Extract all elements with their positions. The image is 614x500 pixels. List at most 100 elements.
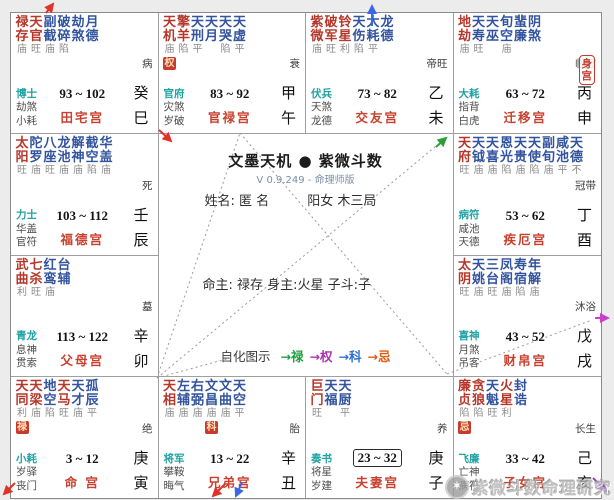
person-masters: 命主: 禄存 身主:火星 子斗:子 <box>202 278 372 294</box>
god-攀鞍: 攀鞍 <box>163 466 185 478</box>
star-八座: 八座旺 <box>43 136 57 177</box>
god-丧门: 丧门 <box>16 479 37 492</box>
star-大耗: 大耗平 <box>366 15 380 56</box>
star-破军: 破军旺 <box>324 15 338 56</box>
person-name-row: 姓名: 匿 名 阳女 木三局 <box>205 190 443 209</box>
star-天月: 天月 <box>204 15 218 44</box>
star-恩光: 恩光陷 <box>499 136 513 177</box>
hua-badge-忌: 忌 <box>458 420 471 434</box>
palace-cell-mao[interactable]: 武曲利七杀旺红鸾庙台辅青龙 息神 贯索 113 ~ 122 父母宫 墓辛卯 <box>11 255 159 377</box>
star-贪狼: 贪狼陷 <box>471 378 485 419</box>
decade-ages: 93 ~ 102 <box>59 86 106 102</box>
palace-cell-wei[interactable]: 紫微庙破军旺铃星利天伤陷大耗平龙德伏兵 天煞 龙德 73 ~ 82 交友宫 帝旺乙未 <box>306 13 454 135</box>
god-将星: 将星 <box>311 466 332 478</box>
star-地空: 地空陷 <box>43 378 57 419</box>
god-将军: 将军 <box>163 452 185 465</box>
star-columns: 天同利禄天梁庙地空陷天马旺天才庙孤辰平 <box>15 378 99 434</box>
legend-item-科: →科 <box>338 349 362 365</box>
star-武曲: 武曲利 <box>15 257 29 298</box>
god-官符: 官符 <box>16 236 37 248</box>
center-info-panel: 文墨天机 ● 紫微斗数 V 0.9.249 - 命理师版 姓名: 匿 名 阳女 … <box>158 134 454 377</box>
star-孤辰: 孤辰平 <box>85 378 99 419</box>
life-stage: 沐浴 <box>575 300 596 313</box>
app-title: 文墨天机 ● 紫微斗数 <box>228 152 383 171</box>
minor-gods: 青龙 息神 贯索 <box>16 330 37 371</box>
god-天煞: 天煞 <box>311 101 332 114</box>
palace-cell-chou[interactable]: 天相庙左辅庙右弼庙文昌庙科文曲庙天空平将军 攀鞍 晦气 13 ~ 22 兄弟宫 胎辛丑 <box>159 376 306 498</box>
minor-gods: 官府 灾煞 岁破 <box>164 88 185 129</box>
palace-cell-hai[interactable]: 廉贞陷忌贪狼陷天魁旺火星利封诰飞廉 亡神 病符 33 ~ 42 子女宫 长生己亥 <box>454 377 602 498</box>
star-天伤: 天伤陷 <box>352 15 366 56</box>
star-columns: 太阳旺陀罗庙八座旺龙池庙解神庙截空陷华盖庙 <box>15 137 113 177</box>
palace-name: 福德宫 <box>60 231 104 247</box>
star-columns: 太阴旺天姚庙三台旺凤阁庙寿宿陷年解庙 <box>457 257 542 299</box>
star-太阳: 太阳旺 <box>15 136 29 177</box>
star-陀罗: 陀罗庙 <box>29 136 43 177</box>
star-副截: 副截庙 <box>43 15 57 56</box>
star-年解: 年解庙 <box>527 257 541 298</box>
life-stage: 墓 <box>142 300 153 313</box>
palace-name: 兄弟宫 <box>207 475 252 490</box>
star-旬空: 旬空庙 <box>499 15 513 56</box>
palace-cell-zi[interactable]: 巨门旺天福天厨平奏书 将星 岁建 23 ~ 32 夫妻宫 养庚子 <box>306 376 454 498</box>
star-天喜: 天喜庙 <box>485 136 499 177</box>
star-龙池: 龙池庙 <box>57 136 71 177</box>
star-天同: 天同利禄 <box>15 378 29 434</box>
star-天钺: 天钺庙 <box>471 136 485 177</box>
palace-cell-chen[interactable]: 太阳旺陀罗庙八座旺龙池庙解神庙截空陷华盖庙力士 华盖 官符 103 ~ 112 福德宫 死… <box>11 134 159 256</box>
star-封诰: 封诰 <box>513 378 527 408</box>
stem-branch: 辛丑 <box>280 449 296 492</box>
palace-cell-you[interactable]: 天府旺天钺庙天喜庙恩光陷天贵庙天使陷副旬庙咸池平天德不病符 咸池 天德 53 ~ 62… <box>453 134 601 256</box>
decade-ages: 53 ~ 62 <box>505 207 545 223</box>
minor-gods: 力士 华盖 官符 <box>16 209 37 250</box>
decade-ages: 63 ~ 72 <box>505 86 545 102</box>
decade-ages: 113 ~ 122 <box>56 328 109 344</box>
palace-cell-yin[interactable]: 天同利禄天梁庙地空陷天马旺天才庙孤辰平小耗 岁驿 丧门 3 ~ 12 命 宫 绝庚寅 <box>11 376 159 498</box>
star-columns: 天府旺天钺庙天喜庙恩光陷天贵庙天使陷副旬庙咸池平天德不 <box>458 137 584 177</box>
god-华盖: 华盖 <box>16 222 37 235</box>
star-台辅: 台辅 <box>57 257 71 287</box>
star-七杀: 七杀旺 <box>29 257 43 298</box>
star-天相: 天相庙 <box>162 378 176 419</box>
star-columns: 武曲利七杀旺红鸾庙台辅 <box>15 257 71 299</box>
god-晦气: 晦气 <box>163 479 185 492</box>
star-天机: 天机庙权 <box>162 15 176 70</box>
star-天魁: 天魁旺 <box>485 378 499 419</box>
star-天德: 天德不 <box>569 136 583 177</box>
palace-name: 财帛宫 <box>503 352 547 368</box>
hua-badge-权: 权 <box>163 57 176 70</box>
stem-branch: 癸巳 <box>133 84 149 128</box>
god-月煞: 月煞 <box>458 343 480 356</box>
god-喜神: 喜神 <box>458 330 480 343</box>
star-解神: 解神庙 <box>71 136 85 177</box>
god-息神: 息神 <box>16 343 37 356</box>
star-禄存: 禄存庙 <box>15 15 29 56</box>
star-columns: 紫微庙破军旺铃星利天伤陷大耗平龙德 <box>310 16 394 56</box>
stem-branch: 庚寅 <box>133 449 149 492</box>
star-天厨: 天厨平 <box>338 378 352 419</box>
palace-cell-si[interactable]: 禄存庙天官旺副截庙破碎陷劫煞月德博士 劫煞 小耗 93 ~ 102 田宅宫病癸巳 <box>11 13 159 135</box>
legend-item-忌: →忌 <box>367 349 391 365</box>
star-太阴: 太阴旺 <box>457 257 471 298</box>
star-龙德: 龙德 <box>380 15 394 44</box>
star-巨门: 巨门旺 <box>310 378 324 419</box>
decade-ages: 3 ~ 12 <box>65 451 99 466</box>
star-副旬: 副旬庙 <box>541 136 555 177</box>
god-小耗: 小耗 <box>16 452 37 465</box>
palace-cell-wu[interactable]: 天机庙权擎羊陷天刑平天月天哭陷天虚平官府 灾煞 岁破 83 ~ 92 官禄宫 衰甲午 <box>158 13 306 135</box>
legend-item-禄: →禄 <box>280 349 304 365</box>
legend-item-权: →权 <box>309 349 333 365</box>
star-columns: 天机庙权擎羊陷天刑平天月天哭陷天虚平 <box>163 16 247 70</box>
god-大耗: 大耗 <box>458 87 480 100</box>
palace-cell-xu[interactable]: 太阴旺天姚庙三台旺凤阁庙寿宿陷年解庙喜神 月煞 吊客 43 ~ 52 财帛宫 沐浴戊戌 <box>453 256 601 377</box>
decade-ages: 83 ~ 92 <box>210 86 250 102</box>
star-天福: 天福 <box>324 378 338 408</box>
god-白虎: 白虎 <box>458 114 480 127</box>
life-stage: 胎 <box>289 423 301 435</box>
palace-name: 迁移宫 <box>503 110 547 126</box>
palace-name: 命 宫 <box>64 475 100 490</box>
watermark: ✶ 紫微斗数命理研究 <box>445 475 612 499</box>
star-天贵: 天贵庙 <box>513 136 527 177</box>
